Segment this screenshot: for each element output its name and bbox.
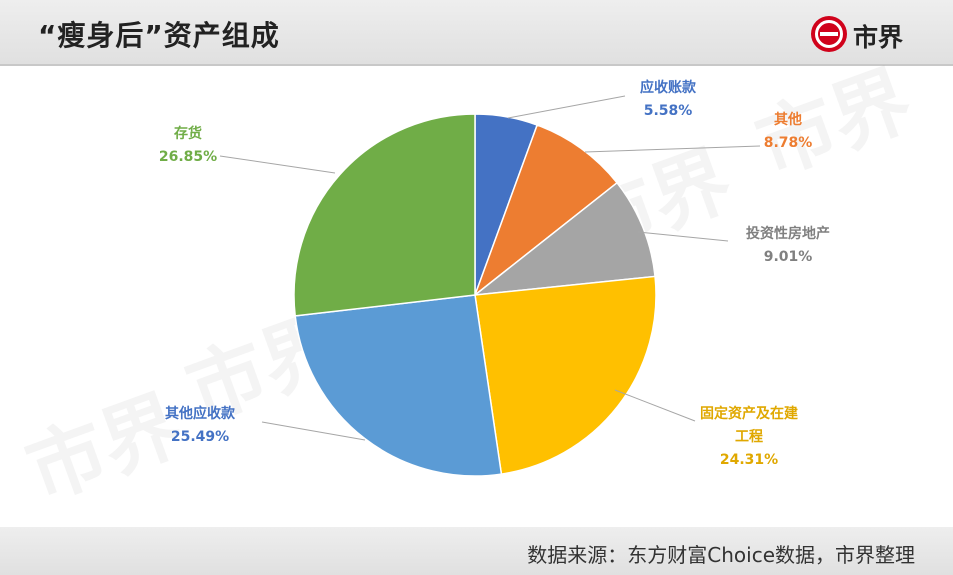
leader-line <box>507 95 626 119</box>
data-label-value: 26.85% <box>159 149 217 165</box>
pie-slice <box>293 113 476 317</box>
data-label-category: 存货 <box>174 125 202 142</box>
leader-line <box>261 421 366 441</box>
header-bar: “瘦身后”资产组成 市界 <box>0 0 953 66</box>
data-label-category: 工程 <box>735 429 763 445</box>
data-label-value: 24.31% <box>720 452 778 468</box>
pie-slice <box>472 181 656 297</box>
pie-slice <box>294 294 503 477</box>
brand-logo: 市界 <box>809 14 929 54</box>
source-note: 数据来源：东方财富Choice数据，市界整理 <box>527 543 915 567</box>
footer-bar: 数据来源：东方财富Choice数据，市界整理 <box>0 527 953 575</box>
leader-line <box>584 145 761 153</box>
leader-line <box>614 389 696 422</box>
leader-line <box>637 231 729 242</box>
leader-line <box>219 155 336 174</box>
brand-logo-text: 市界 <box>853 23 904 52</box>
data-label-value: 5.58% <box>644 103 693 119</box>
data-label-category: 固定资产及在建 <box>700 405 798 422</box>
data-label-category: 其他应收款 <box>165 405 236 422</box>
data-label-category: 投资性房地产 <box>746 225 830 242</box>
data-label-value: 25.49% <box>171 429 229 445</box>
data-label-category: 应收账款 <box>640 79 697 96</box>
brand-s-icon <box>811 16 847 52</box>
pie-slice <box>473 124 619 298</box>
page-title: “瘦身后”资产组成 <box>38 19 280 52</box>
data-label-value: 9.01% <box>764 249 813 265</box>
data-label-category: 其他 <box>774 111 802 128</box>
pie-slice <box>474 275 657 475</box>
data-label-value: 8.78% <box>764 135 813 151</box>
